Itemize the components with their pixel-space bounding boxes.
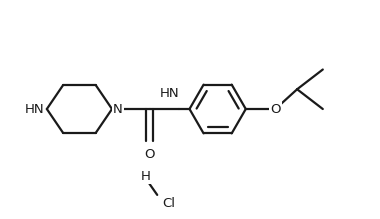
Text: HN: HN [24, 102, 44, 115]
Text: HN: HN [160, 87, 179, 100]
Text: N: N [113, 102, 123, 115]
Text: O: O [270, 102, 281, 115]
Text: Cl: Cl [162, 197, 175, 210]
Text: H: H [141, 170, 150, 183]
Text: O: O [144, 148, 155, 161]
